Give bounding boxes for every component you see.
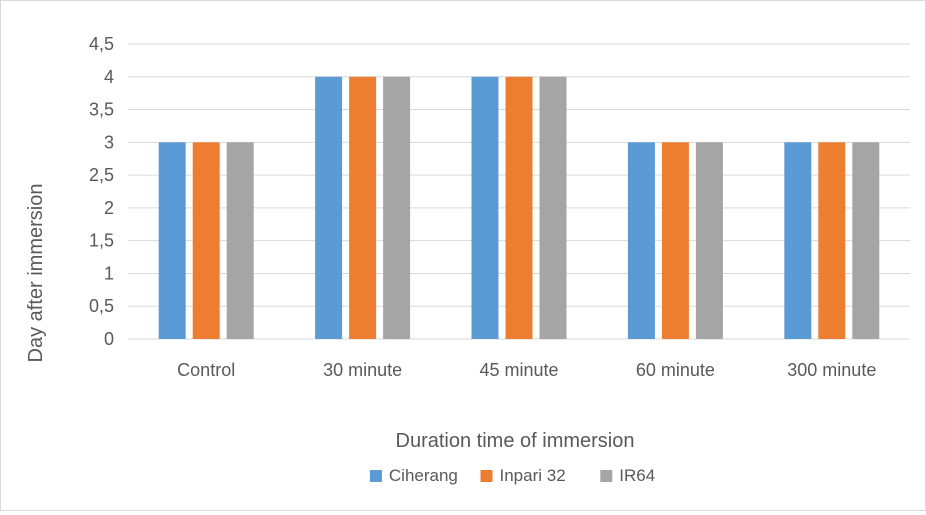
bar-ir64: [383, 76, 411, 340]
bar-inpari-32: [505, 76, 533, 340]
bar-ir64: [695, 142, 723, 339]
y-tick-label: 3: [104, 132, 114, 152]
x-tick-labels: Control 30 minute 45 minute 60 minute 300 mi…: [177, 360, 876, 380]
y-tick-label: 0,5: [89, 296, 114, 316]
y-tick-label: 0: [104, 329, 114, 349]
bar-ciherang: [471, 76, 499, 340]
y-axis-label: Day after immersion: [25, 184, 47, 363]
bar-ciherang: [784, 142, 812, 339]
x-tick-label: 300 minute: [787, 360, 876, 380]
y-tick-label: 2: [104, 198, 114, 218]
bar-ir64: [852, 142, 880, 339]
bar-inpari-32: [349, 76, 377, 340]
x-tick-label: Control: [177, 360, 235, 380]
bar-inpari-32: [192, 142, 220, 339]
x-tick-label: 45 minute: [479, 360, 558, 380]
bar-inpari-32: [661, 142, 689, 339]
legend: Ciherang Inpari 32 IR64: [369, 466, 655, 485]
bar-ciherang: [158, 142, 186, 339]
y-tick-label: 3,5: [89, 100, 114, 120]
y-tick-label: 2,5: [89, 165, 114, 185]
y-tick-labels: 0 0,5 1 1,5 2 2,5 3 3,5 4 4,5: [89, 34, 114, 349]
legend-label: Inpari 32: [500, 466, 566, 485]
y-tick-label: 1: [104, 263, 114, 283]
y-tick-label: 4: [104, 67, 114, 87]
bar-inpari-32: [818, 142, 846, 339]
x-tick-label: 60 minute: [636, 360, 715, 380]
x-axis-label: Duration time of immersion: [396, 430, 635, 452]
legend-swatch: [369, 470, 382, 482]
y-tick-label: 1,5: [89, 231, 114, 251]
legend-swatch: [480, 470, 493, 482]
bar-ciherang: [627, 142, 655, 339]
bars: [158, 76, 880, 340]
bar-ir64: [226, 142, 254, 339]
bar-ir64: [539, 76, 567, 340]
legend-swatch: [600, 470, 613, 482]
x-tick-label: 30 minute: [323, 360, 402, 380]
legend-label: Ciherang: [389, 466, 458, 485]
y-tick-label: 4,5: [89, 34, 114, 54]
legend-label: IR64: [619, 466, 655, 485]
bar-ciherang: [315, 76, 343, 340]
